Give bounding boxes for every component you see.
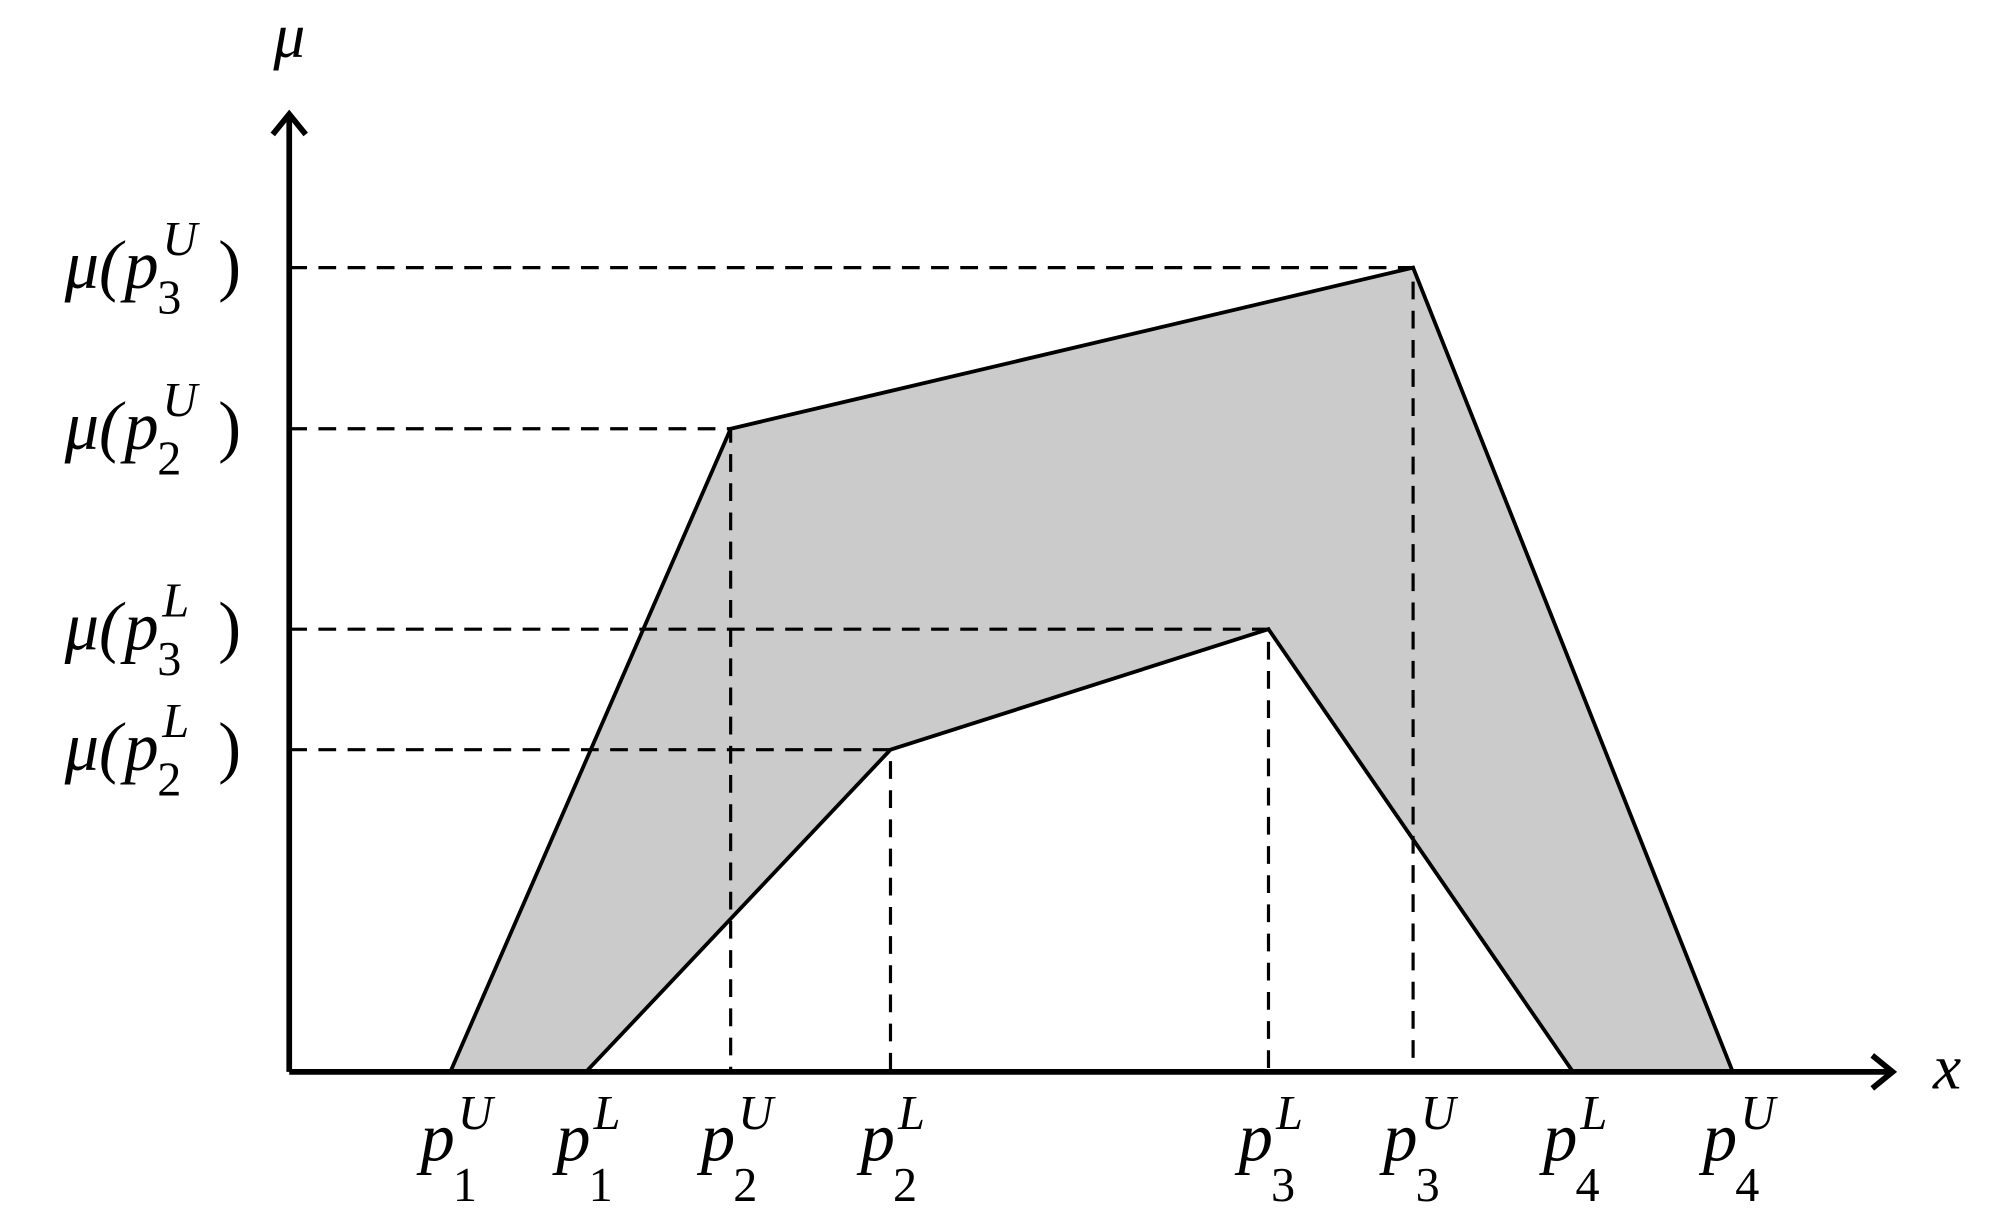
labels: p U1p L1p U2p L2p L3p U3p L4p U4μ(p U3)μ(p U2)μ(p L… <box>64 213 1779 1212</box>
x-label-sub: 4 <box>1735 1159 1759 1212</box>
x-label-base: p <box>416 1100 455 1176</box>
y-label-suffix: ) <box>218 388 241 464</box>
x-label-sup: L <box>593 1087 621 1140</box>
y-label-sub: 2 <box>157 432 181 485</box>
y-label-sub: 3 <box>157 633 181 686</box>
lower-area <box>586 629 1573 1072</box>
x-label-sup: U <box>738 1087 776 1140</box>
lower-membership <box>584 626 1575 1074</box>
x-label-base: p <box>1538 1100 1577 1176</box>
x-label-sub: 3 <box>1416 1159 1440 1212</box>
y-label-sub: 3 <box>157 271 181 324</box>
x-label-sup: L <box>1580 1087 1608 1140</box>
y-arrow <box>270 109 308 137</box>
x-arrow <box>1870 1053 1898 1091</box>
y-axis-label: μ <box>272 0 305 71</box>
x-label-sub: 2 <box>893 1159 917 1212</box>
x-label-sub: 3 <box>1271 1159 1295 1212</box>
y-label-suffix: ) <box>218 709 241 785</box>
x-label-base: p <box>1698 1100 1737 1176</box>
x-label-sup: U <box>1421 1087 1459 1140</box>
x-label-base: p <box>1378 1100 1417 1176</box>
x-label-base: p <box>696 1100 735 1176</box>
x-label-sub: 4 <box>1575 1159 1599 1212</box>
y-label-prefix: μ( <box>64 227 126 303</box>
x-label-sub: 1 <box>453 1159 477 1212</box>
y-label-prefix: μ( <box>64 709 126 785</box>
x-label-base: p <box>551 1100 590 1176</box>
x-axis-label: x <box>1932 1031 1961 1102</box>
y-label-base: p <box>119 388 158 464</box>
upper-membership <box>448 265 1735 1073</box>
x-label-sub: 1 <box>589 1159 613 1212</box>
y-label-sup: U <box>162 213 200 266</box>
y-label-prefix: μ( <box>64 588 126 664</box>
y-label-base: p <box>119 588 158 664</box>
x-label-sub: 2 <box>733 1159 757 1212</box>
y-label-suffix: ) <box>218 227 241 303</box>
y-label-sub: 2 <box>157 753 181 806</box>
y-label-base: p <box>119 709 158 785</box>
y-label-prefix: μ( <box>64 388 126 464</box>
y-label-sup: U <box>162 374 200 427</box>
x-label-sup: L <box>1275 1087 1303 1140</box>
y-label-suffix: ) <box>218 588 241 664</box>
y-label-sup: L <box>161 695 189 748</box>
x-label-sup: U <box>1740 1087 1778 1140</box>
x-label-sup: U <box>458 1087 496 1140</box>
y-label-sup: L <box>161 574 189 627</box>
x-label-sup: L <box>897 1087 925 1140</box>
x-label-base: p <box>856 1100 895 1176</box>
x-label-base: p <box>1234 1100 1273 1176</box>
y-label-base: p <box>119 227 158 303</box>
